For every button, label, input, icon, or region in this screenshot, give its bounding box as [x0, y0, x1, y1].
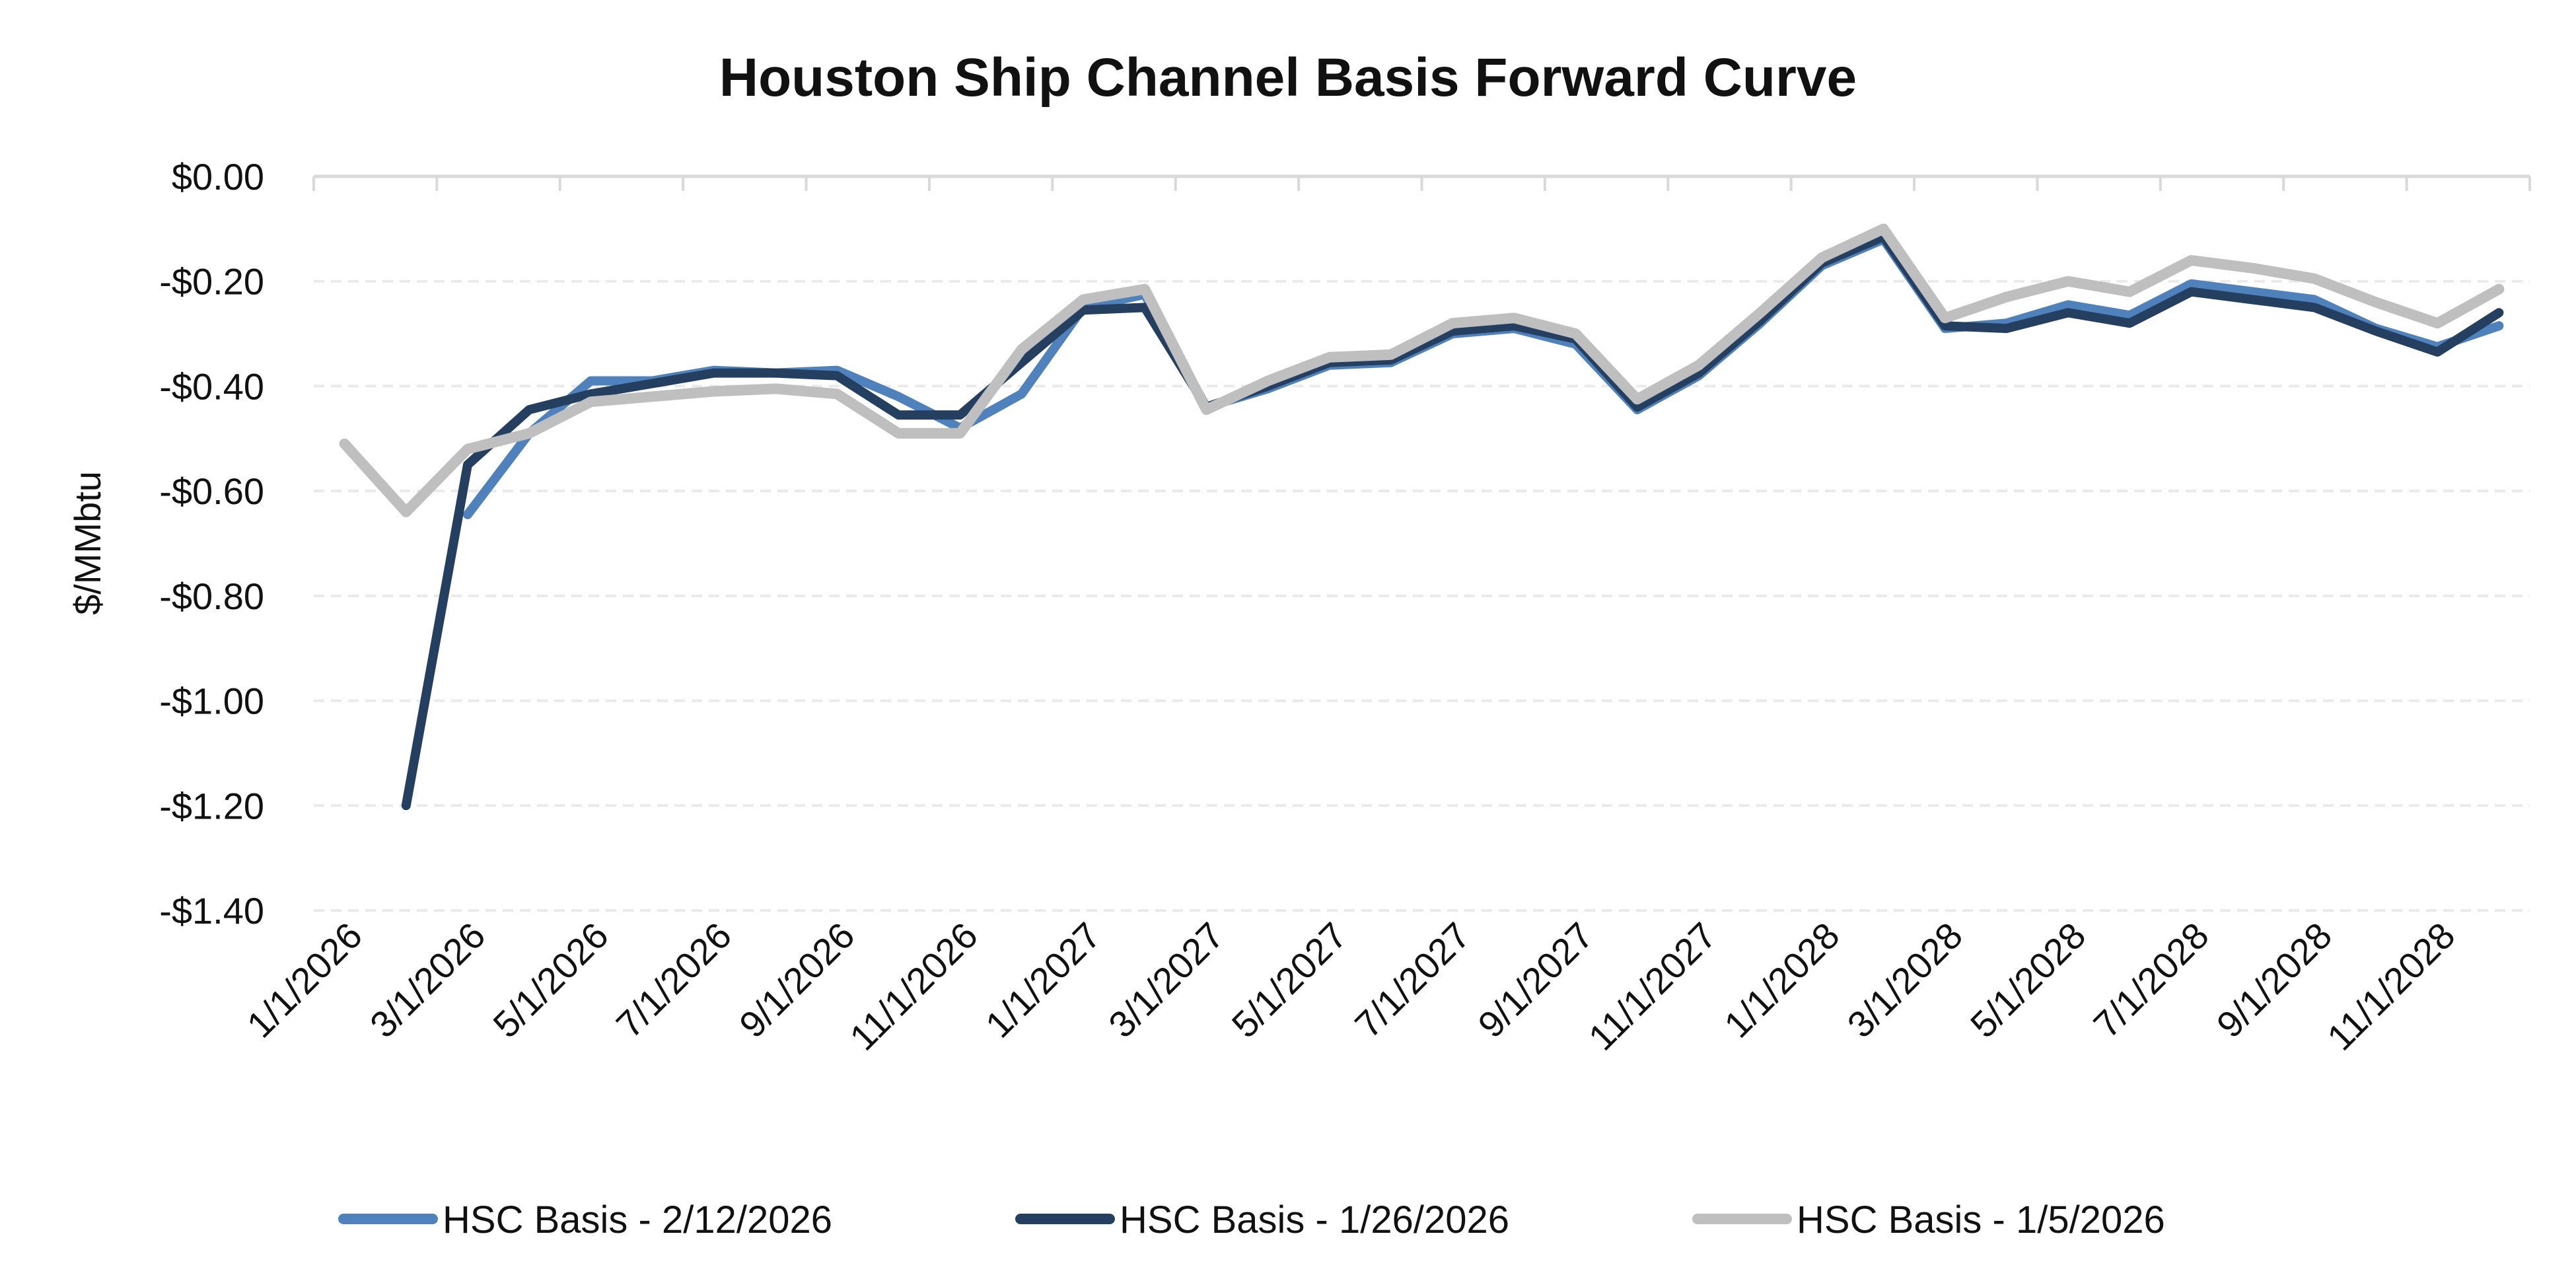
y-tick-label: -$1.00	[159, 680, 264, 722]
x-tick-label: 1/1/2027	[978, 914, 1109, 1046]
y-tick-label: $0.00	[172, 156, 264, 198]
x-tick-label: 1/1/2026	[238, 914, 370, 1046]
x-tick-label: 9/1/2028	[2209, 914, 2340, 1046]
x-tick-label: 9/1/2026	[731, 914, 863, 1046]
series-line-2	[401, 232, 2504, 811]
x-tick-label: 3/1/2028	[1839, 914, 1970, 1046]
x-tick-label: 7/1/2027	[1347, 914, 1478, 1046]
y-tick-label: -$0.80	[159, 575, 264, 617]
x-tick-label: 3/1/2026	[362, 914, 493, 1046]
y-tick-label: -$1.40	[159, 890, 264, 932]
x-tick-label: 5/1/2028	[1962, 914, 2094, 1046]
y-tick-label: -$1.20	[159, 785, 264, 826]
x-tick-label: 5/1/2027	[1224, 914, 1355, 1046]
legend-label: HSC Basis - 2/12/2026	[443, 1198, 832, 1241]
legend-label: HSC Basis - 1/5/2026	[1797, 1198, 2165, 1241]
x-tick-label: 3/1/2027	[1100, 914, 1232, 1046]
x-tick-label: 9/1/2027	[1470, 914, 1601, 1046]
y-tick-label: -$0.60	[159, 470, 264, 512]
x-tick-label: 11/1/2026	[841, 914, 985, 1058]
series-line-3	[339, 223, 2505, 517]
y-tick-label: -$0.20	[159, 261, 264, 303]
x-tick-label: 11/1/2027	[1581, 914, 1725, 1058]
y-tick-label: -$0.40	[159, 365, 264, 407]
x-tick-label: 7/1/2028	[2085, 914, 2217, 1046]
chart-title: Houston Ship Channel Basis Forward Curve	[719, 48, 1857, 108]
legend-label: HSC Basis - 1/26/2026	[1120, 1198, 1509, 1241]
x-tick-label: 7/1/2026	[608, 914, 740, 1046]
y-axis-label: $/MMbtu	[67, 471, 108, 615]
x-tick-label: 5/1/2026	[485, 914, 616, 1046]
x-tick-label: 1/1/2028	[1716, 914, 1847, 1046]
x-tick-label: 11/1/2028	[2319, 914, 2463, 1058]
